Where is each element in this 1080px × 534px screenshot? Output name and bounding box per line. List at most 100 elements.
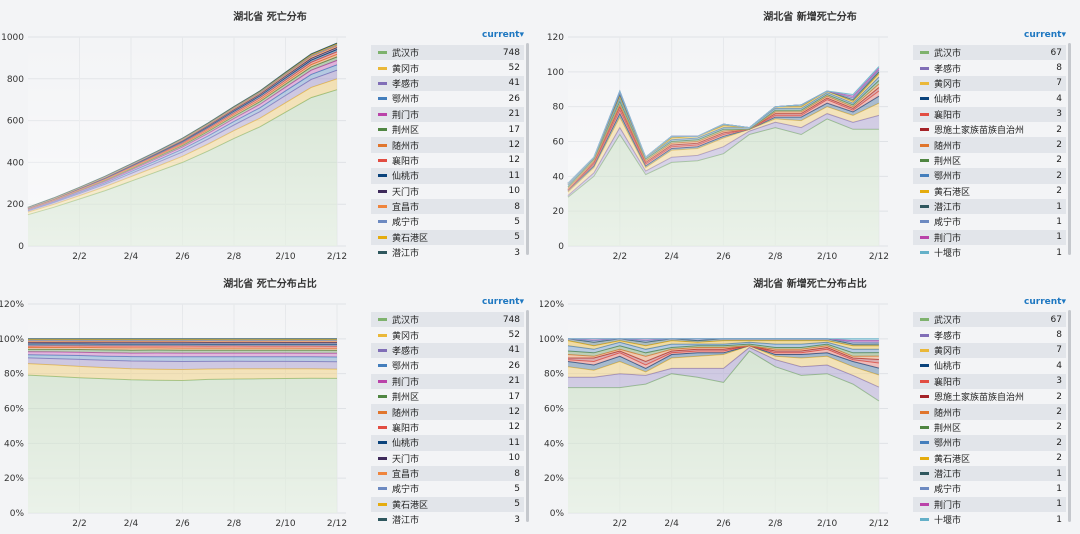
- legend-item[interactable]: 荆门市 1: [913, 496, 1066, 513]
- legend-item[interactable]: 武汉市 67: [913, 312, 1066, 328]
- legend-sort-current[interactable]: current▾: [482, 30, 524, 40]
- legend-item[interactable]: 鄂州市 26: [371, 358, 524, 373]
- legend-item[interactable]: 潜江市 3: [371, 245, 524, 260]
- legend-item[interactable]: 随州市 2: [913, 404, 1066, 420]
- legend-item[interactable]: 黄冈市 52: [371, 327, 524, 342]
- legend-scrollbar[interactable]: [1068, 310, 1071, 522]
- legend-item[interactable]: 随州市 2: [913, 137, 1066, 153]
- legend-item[interactable]: 仙桃市 11: [371, 168, 524, 184]
- x-tick-label: 2/6: [716, 519, 731, 529]
- legend-item[interactable]: 十堰市 1: [913, 245, 1066, 260]
- legend-item[interactable]: 襄阳市 3: [913, 373, 1066, 389]
- y-tick-label: 40%: [544, 439, 564, 449]
- legend-swatch: [378, 518, 387, 522]
- legend-item[interactable]: 天门市 10: [371, 451, 524, 466]
- legend-sort-current[interactable]: current▾: [1024, 297, 1066, 307]
- legend-item[interactable]: 黄石港区 2: [913, 184, 1066, 199]
- legend-value: 1: [1056, 232, 1062, 243]
- legend-item[interactable]: 恩施土家族苗族自治州 2: [913, 122, 1066, 137]
- legend-item[interactable]: 随州市 12: [371, 404, 524, 420]
- legend-item[interactable]: 黄冈市 7: [913, 342, 1066, 359]
- legend-item[interactable]: 襄阳市 12: [371, 420, 524, 435]
- legend-item[interactable]: 黄石港区 2: [913, 451, 1066, 466]
- legend-item[interactable]: 随州市 12: [371, 137, 524, 153]
- legend-item[interactable]: 宜昌市 8: [371, 198, 524, 215]
- legend-item[interactable]: 武汉市 748: [371, 45, 524, 61]
- legend-item[interactable]: 荆州区 17: [371, 122, 524, 137]
- legend-scrollbar[interactable]: [1068, 43, 1071, 255]
- legend-item[interactable]: 鄂州市 2: [913, 168, 1066, 184]
- legend-label: 荆州区: [392, 126, 420, 137]
- legend-item[interactable]: 咸宁市 1: [913, 481, 1066, 496]
- legend-item[interactable]: 咸宁市 5: [371, 481, 524, 496]
- legend-item[interactable]: 鄂州市 26: [371, 91, 524, 106]
- legend-rows: 武汉市 67 孝感市 8 黄冈市 7 仙桃市 4 襄阳市 3 恩施土家族苗族自治州 2 随州市 2 荆州区 2…: [913, 312, 1066, 527]
- legend-value: 8: [1056, 330, 1062, 341]
- legend-item[interactable]: 荆门市 21: [371, 373, 524, 389]
- x-tick-label: 2/12: [327, 252, 347, 262]
- legend-item[interactable]: 孝感市 41: [371, 342, 524, 359]
- legend-item[interactable]: 咸宁市 5: [371, 214, 524, 229]
- legend-item[interactable]: 鄂州市 2: [913, 435, 1066, 451]
- legend-label: 鄂州市: [934, 172, 962, 183]
- legend-item[interactable]: 荆门市 1: [913, 229, 1066, 246]
- legend-item[interactable]: 黄石港区 5: [371, 496, 524, 513]
- legend-value: 7: [1056, 345, 1062, 356]
- new-deaths-chart: 0 20 40 60 80 100 120 2/2 2/4 2/6 2/8 2/10 2/12: [547, 33, 889, 262]
- legend-label: 荆门市: [392, 110, 420, 121]
- legend-scrollbar[interactable]: [526, 43, 529, 255]
- legend-label: 黄冈市: [934, 346, 962, 357]
- legend-value: 10: [508, 186, 520, 197]
- legend-item[interactable]: 潜江市 1: [913, 198, 1066, 215]
- y-tick-label: 20%: [544, 474, 564, 484]
- legend-item[interactable]: 黄石港区 5: [371, 229, 524, 246]
- legend-item[interactable]: 襄阳市 3: [913, 106, 1066, 122]
- legend-item[interactable]: 仙桃市 4: [913, 358, 1066, 373]
- y-tick-label: 80: [553, 103, 565, 113]
- legend-item[interactable]: 黄冈市 52: [371, 60, 524, 75]
- legend-swatch: [378, 174, 387, 178]
- x-tick-label: 2/8: [227, 252, 242, 262]
- legend-item[interactable]: 孝感市 8: [913, 327, 1066, 342]
- legend-item[interactable]: 襄阳市 12: [371, 153, 524, 168]
- legend-value: 26: [508, 93, 520, 104]
- legend-item[interactable]: 仙桃市 11: [371, 435, 524, 451]
- legend-value: 8: [514, 468, 520, 479]
- legend-scrollbar[interactable]: [526, 310, 529, 522]
- legend-item[interactable]: 十堰市 1: [913, 512, 1066, 527]
- legend-item[interactable]: 武汉市 67: [913, 45, 1066, 61]
- legend-item[interactable]: 武汉市 748: [371, 312, 524, 328]
- legend-item[interactable]: 荆州区 17: [371, 389, 524, 404]
- legend-item[interactable]: 孝感市 8: [913, 60, 1066, 75]
- legend-item[interactable]: 宜昌市 8: [371, 465, 524, 482]
- legend-value: 1: [1056, 483, 1062, 494]
- legend-item[interactable]: 荆门市 21: [371, 106, 524, 122]
- legend-swatch: [378, 318, 387, 322]
- legend-swatch: [378, 158, 387, 162]
- legend-label: 襄阳市: [934, 110, 962, 121]
- legend-item[interactable]: 咸宁市 1: [913, 214, 1066, 229]
- legend-swatch: [378, 456, 387, 460]
- legend-item[interactable]: 仙桃市 4: [913, 91, 1066, 106]
- legend-value: 2: [1056, 453, 1062, 464]
- x-tick-label: 2/4: [664, 519, 679, 529]
- legend-swatch: [920, 472, 929, 476]
- legend-item[interactable]: 潜江市 1: [913, 465, 1066, 482]
- legend-sort-current[interactable]: current▾: [482, 297, 524, 307]
- legend-item[interactable]: 荆州区 2: [913, 420, 1066, 435]
- y-tick-label: 0%: [10, 509, 25, 519]
- legend-sort-current[interactable]: current▾: [1024, 30, 1066, 40]
- legend-item[interactable]: 恩施土家族苗族自治州 2: [913, 389, 1066, 404]
- legend-label: 天门市: [392, 454, 420, 465]
- legend-swatch: [378, 395, 387, 399]
- legend-item[interactable]: 黄冈市 7: [913, 75, 1066, 92]
- legend-swatch: [378, 189, 387, 193]
- legend-item[interactable]: 潜江市 3: [371, 512, 524, 527]
- legend-value: 17: [508, 391, 520, 402]
- legend-label: 武汉市: [934, 49, 962, 60]
- legend-item[interactable]: 孝感市 41: [371, 75, 524, 92]
- legend-swatch: [378, 143, 387, 147]
- y-tick-label: 20%: [4, 474, 24, 484]
- legend-item[interactable]: 天门市 10: [371, 184, 524, 199]
- legend-item[interactable]: 荆州区 2: [913, 153, 1066, 168]
